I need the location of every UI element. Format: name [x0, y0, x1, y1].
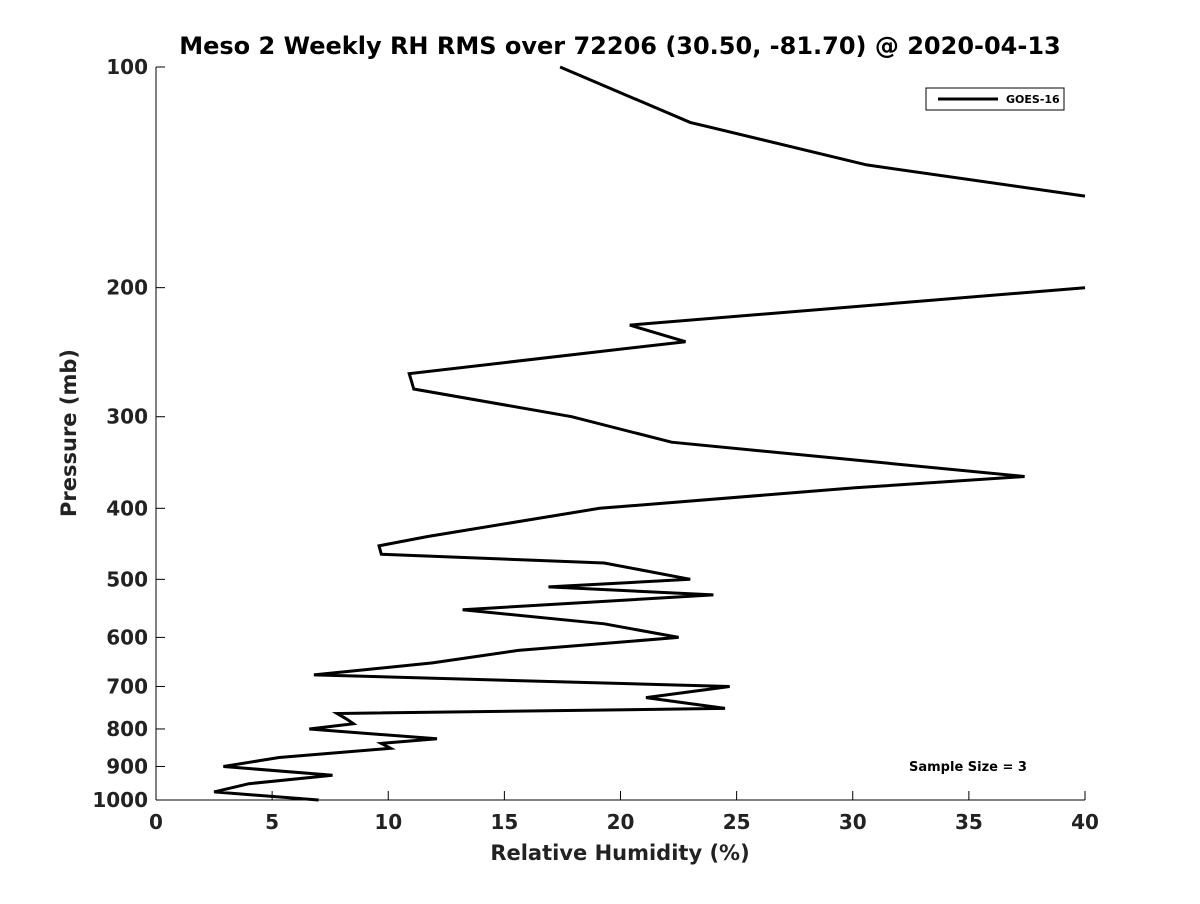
axes-background [156, 67, 1085, 800]
x-tick-label: 20 [607, 810, 635, 834]
x-tick-label: 30 [839, 810, 867, 834]
y-tick-label: 400 [106, 496, 148, 520]
sample-size-annotation: Sample Size = 3 [909, 760, 1027, 775]
chart-title: Meso 2 Weekly RH RMS over 72206 (30.50, … [179, 32, 1061, 60]
series-line-segment-1 [213, 286, 1086, 802]
y-tick-label: 900 [106, 754, 148, 778]
x-tick-label: 0 [149, 810, 163, 834]
series-lines [213, 65, 1086, 802]
x-tick-label: 5 [265, 810, 279, 834]
y-tick-label: 600 [106, 625, 148, 649]
legend: GOES-16 [925, 87, 1065, 111]
y-tick-label: 500 [106, 567, 148, 591]
y-tick-label: 100 [106, 55, 148, 79]
y-tick-label: 200 [106, 276, 148, 300]
x-tick-label: 10 [374, 810, 402, 834]
y-tick-label: 700 [106, 674, 148, 698]
y-tick-label: 800 [106, 717, 148, 741]
y-axis-ticks: 100 200 300 400 500 600 700 800 900 1000 [92, 55, 165, 812]
y-axis-label: Pressure (mb) [57, 349, 81, 517]
x-tick-label: 15 [490, 810, 518, 834]
series-line-segment-2 [559, 65, 1086, 198]
x-tick-label: 40 [1071, 810, 1099, 834]
y-tick-label: 300 [106, 405, 148, 429]
x-axis-label: Relative Humidity (%) [490, 841, 749, 865]
x-tick-label: 35 [955, 810, 983, 834]
x-tick-label: 25 [723, 810, 751, 834]
plot-area [155, 65, 1086, 802]
y-tick-label: 1000 [92, 788, 148, 812]
x-axis-ticks: 0 5 10 15 20 25 30 35 40 [149, 791, 1099, 834]
legend-label: GOES-16 [1006, 93, 1060, 106]
